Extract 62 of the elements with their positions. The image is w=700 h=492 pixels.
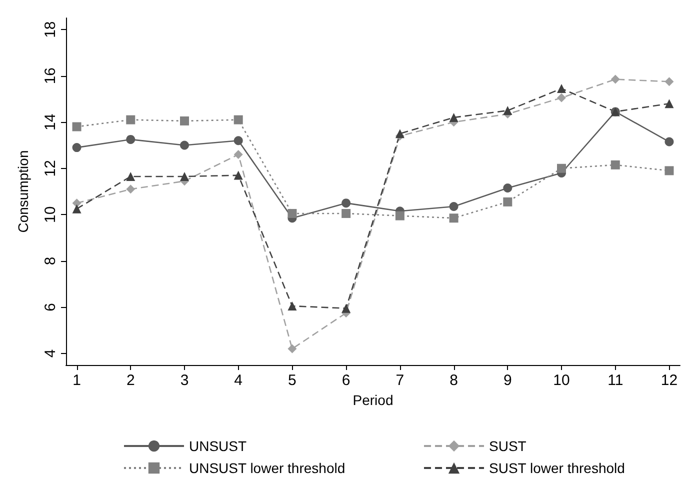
point: [234, 115, 243, 124]
point: [126, 134, 136, 144]
point: [288, 208, 297, 218]
x-tick-label: 6: [342, 372, 350, 389]
point: [126, 172, 136, 181]
point: [72, 204, 82, 214]
point: [449, 112, 458, 122]
x-tick-label: 9: [503, 372, 512, 389]
y-tick-label: 16: [42, 67, 59, 84]
y-tick-label: 10: [42, 206, 59, 223]
x-tick-label: 3: [180, 372, 189, 389]
point: [610, 74, 620, 84]
point: [664, 99, 674, 108]
x-tick-label: 10: [553, 372, 570, 389]
point: [395, 211, 404, 220]
point: [288, 344, 297, 354]
x-tick-label: 2: [126, 372, 135, 389]
point: [180, 172, 189, 181]
point: [288, 302, 297, 311]
point: [557, 93, 566, 102]
y-tick-label: 18: [42, 21, 59, 38]
point: [342, 198, 351, 208]
y-tick-label: 4: [42, 349, 59, 358]
y-tick-label: 12: [42, 160, 59, 177]
y-tick-label: 8: [42, 256, 59, 266]
legend-label: UNSUST: [189, 438, 248, 454]
point: [557, 84, 566, 94]
point: [503, 184, 512, 193]
point: [664, 137, 674, 146]
x-tick-label: 12: [660, 372, 678, 389]
point: [557, 164, 566, 173]
point: [234, 136, 243, 146]
point: [610, 160, 620, 170]
y-axis-title: Consumption: [15, 150, 31, 233]
x-tick-label: 5: [288, 372, 296, 389]
legend-label: SUST: [489, 438, 527, 454]
y-tick-label: 14: [42, 114, 59, 130]
point: [503, 106, 512, 116]
point: [234, 150, 243, 159]
point: [126, 115, 136, 124]
point: [503, 197, 512, 206]
point: [180, 140, 189, 150]
x-tick-label: 4: [234, 372, 243, 389]
point: [234, 170, 243, 180]
x-tick-label: 1: [72, 372, 81, 389]
x-tick-label: 7: [396, 372, 404, 389]
x-tick-label: 8: [450, 372, 458, 389]
point: [180, 116, 189, 126]
legend-label: SUST lower threshold: [489, 460, 625, 476]
point: [72, 122, 82, 132]
point: [342, 208, 351, 218]
point: [72, 143, 82, 152]
point: [126, 184, 136, 194]
point: [664, 77, 674, 86]
point: [449, 202, 458, 212]
y-tick-label: 6: [42, 302, 59, 312]
legend-label: UNSUST lower threshold: [189, 460, 346, 476]
point: [449, 214, 458, 223]
point: [664, 166, 674, 176]
point: [342, 304, 351, 313]
x-axis-title: Period: [352, 392, 394, 408]
x-tick-label: 11: [608, 372, 624, 389]
